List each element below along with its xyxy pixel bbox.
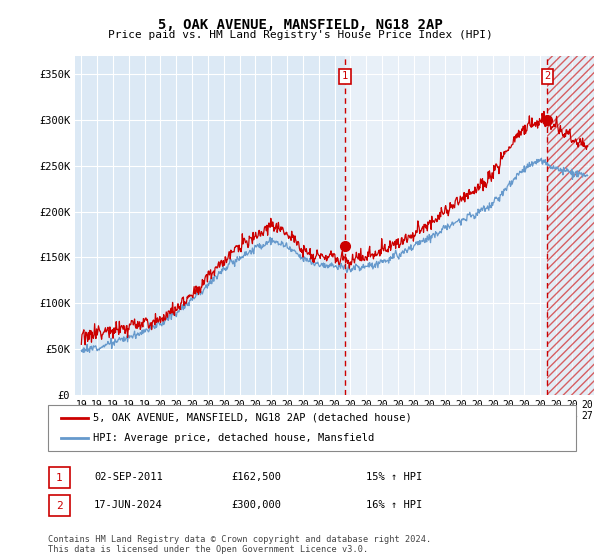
Text: £162,500: £162,500 xyxy=(231,472,281,482)
Text: 2: 2 xyxy=(544,71,551,81)
Text: Price paid vs. HM Land Registry's House Price Index (HPI): Price paid vs. HM Land Registry's House … xyxy=(107,30,493,40)
Bar xyxy=(547,56,594,395)
Text: £300,000: £300,000 xyxy=(231,500,281,510)
FancyBboxPatch shape xyxy=(48,405,576,451)
Text: 02-SEP-2011: 02-SEP-2011 xyxy=(94,472,163,482)
Text: HPI: Average price, detached house, Mansfield: HPI: Average price, detached house, Mans… xyxy=(93,433,374,443)
Text: 15% ↑ HPI: 15% ↑ HPI xyxy=(366,472,422,482)
FancyBboxPatch shape xyxy=(49,467,70,488)
Text: 5, OAK AVENUE, MANSFIELD, NG18 2AP: 5, OAK AVENUE, MANSFIELD, NG18 2AP xyxy=(158,18,442,32)
FancyBboxPatch shape xyxy=(49,495,70,516)
Bar xyxy=(345,56,547,395)
Text: 16% ↑ HPI: 16% ↑ HPI xyxy=(366,500,422,510)
Text: 1: 1 xyxy=(342,71,348,81)
Text: 17-JUN-2024: 17-JUN-2024 xyxy=(94,500,163,510)
Text: 1: 1 xyxy=(56,473,63,483)
Text: 5, OAK AVENUE, MANSFIELD, NG18 2AP (detached house): 5, OAK AVENUE, MANSFIELD, NG18 2AP (deta… xyxy=(93,413,412,423)
Text: Contains HM Land Registry data © Crown copyright and database right 2024.
This d: Contains HM Land Registry data © Crown c… xyxy=(48,535,431,554)
Text: 2: 2 xyxy=(56,501,63,511)
